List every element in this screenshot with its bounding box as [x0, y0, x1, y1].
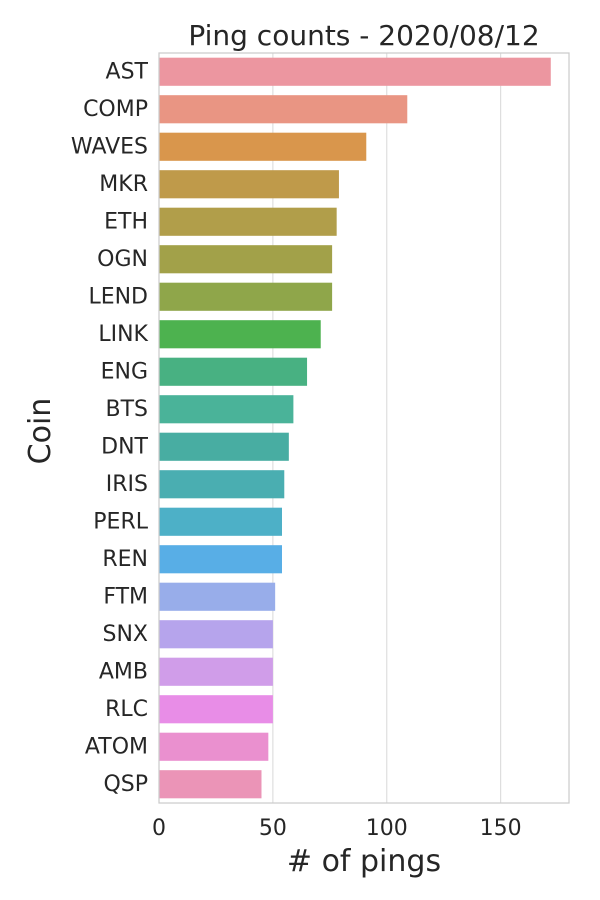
y-tick-label-iris: IRIS: [106, 472, 148, 497]
bar-ren: [159, 545, 282, 574]
y-tick-label-mkr: MKR: [99, 172, 148, 197]
y-tick-labels: AST COMP WAVES MKR ETH OGN LEND LINK ENG BTS DNT IR…: [71, 59, 149, 797]
plot-frame: [158, 52, 570, 804]
bar-amb: [159, 657, 273, 686]
bar-ast: [159, 57, 551, 86]
grid-lines: [158, 53, 502, 803]
bar-eth: [159, 207, 337, 236]
bar-bts: [159, 395, 294, 424]
y-tick-label-link: LINK: [98, 322, 148, 347]
bar-ftm: [159, 582, 276, 611]
x-tick-label: 0: [152, 816, 166, 841]
bar-comp: [159, 95, 408, 124]
bar-perl: [159, 507, 282, 536]
y-tick-label-comp: COMP: [83, 97, 148, 122]
y-tick-label-snx: SNX: [103, 622, 149, 647]
bar-iris: [159, 470, 285, 499]
y-tick-label-waves: WAVES: [71, 134, 148, 159]
bars: [159, 57, 551, 799]
bar-link: [159, 320, 321, 349]
y-tick-label-perl: PERL: [93, 509, 148, 534]
x-tick-label: 150: [480, 816, 522, 841]
y-tick-label-eth: ETH: [104, 209, 148, 234]
bar-mkr: [159, 170, 339, 199]
y-tick-label-ast: AST: [106, 59, 149, 84]
bar-rlc: [159, 695, 273, 724]
chart-title: Ping counts - 2020/08/12: [188, 19, 539, 52]
bar-eng: [159, 357, 308, 386]
y-tick-label-rlc: RLC: [105, 697, 148, 722]
y-tick-label-ftm: FTM: [103, 584, 148, 609]
y-tick-label-qsp: QSP: [103, 772, 148, 797]
y-tick-label-ren: REN: [102, 547, 148, 572]
y-tick-label-lend: LEND: [88, 284, 148, 309]
y-axis-label: Coin: [23, 398, 58, 465]
y-tick-label-amb: AMB: [99, 659, 148, 684]
bar-atom: [159, 732, 269, 761]
x-tick-label: 50: [259, 816, 287, 841]
x-tick-label: 100: [366, 816, 408, 841]
bar-waves: [159, 132, 367, 161]
bar-lend: [159, 282, 333, 311]
y-tick-label-ogn: OGN: [97, 247, 148, 272]
x-tick-labels: 0 50 100 150: [152, 816, 522, 841]
y-tick-label-dnt: DNT: [101, 434, 148, 459]
bar-snx: [159, 620, 273, 649]
y-tick-label-bts: BTS: [106, 397, 149, 422]
bar-qsp: [159, 770, 262, 799]
x-axis-label: # of pings: [287, 844, 441, 879]
y-tick-label-atom: ATOM: [85, 734, 148, 759]
bar-dnt: [159, 432, 289, 461]
bar-ogn: [159, 245, 333, 274]
y-tick-label-eng: ENG: [101, 359, 148, 384]
